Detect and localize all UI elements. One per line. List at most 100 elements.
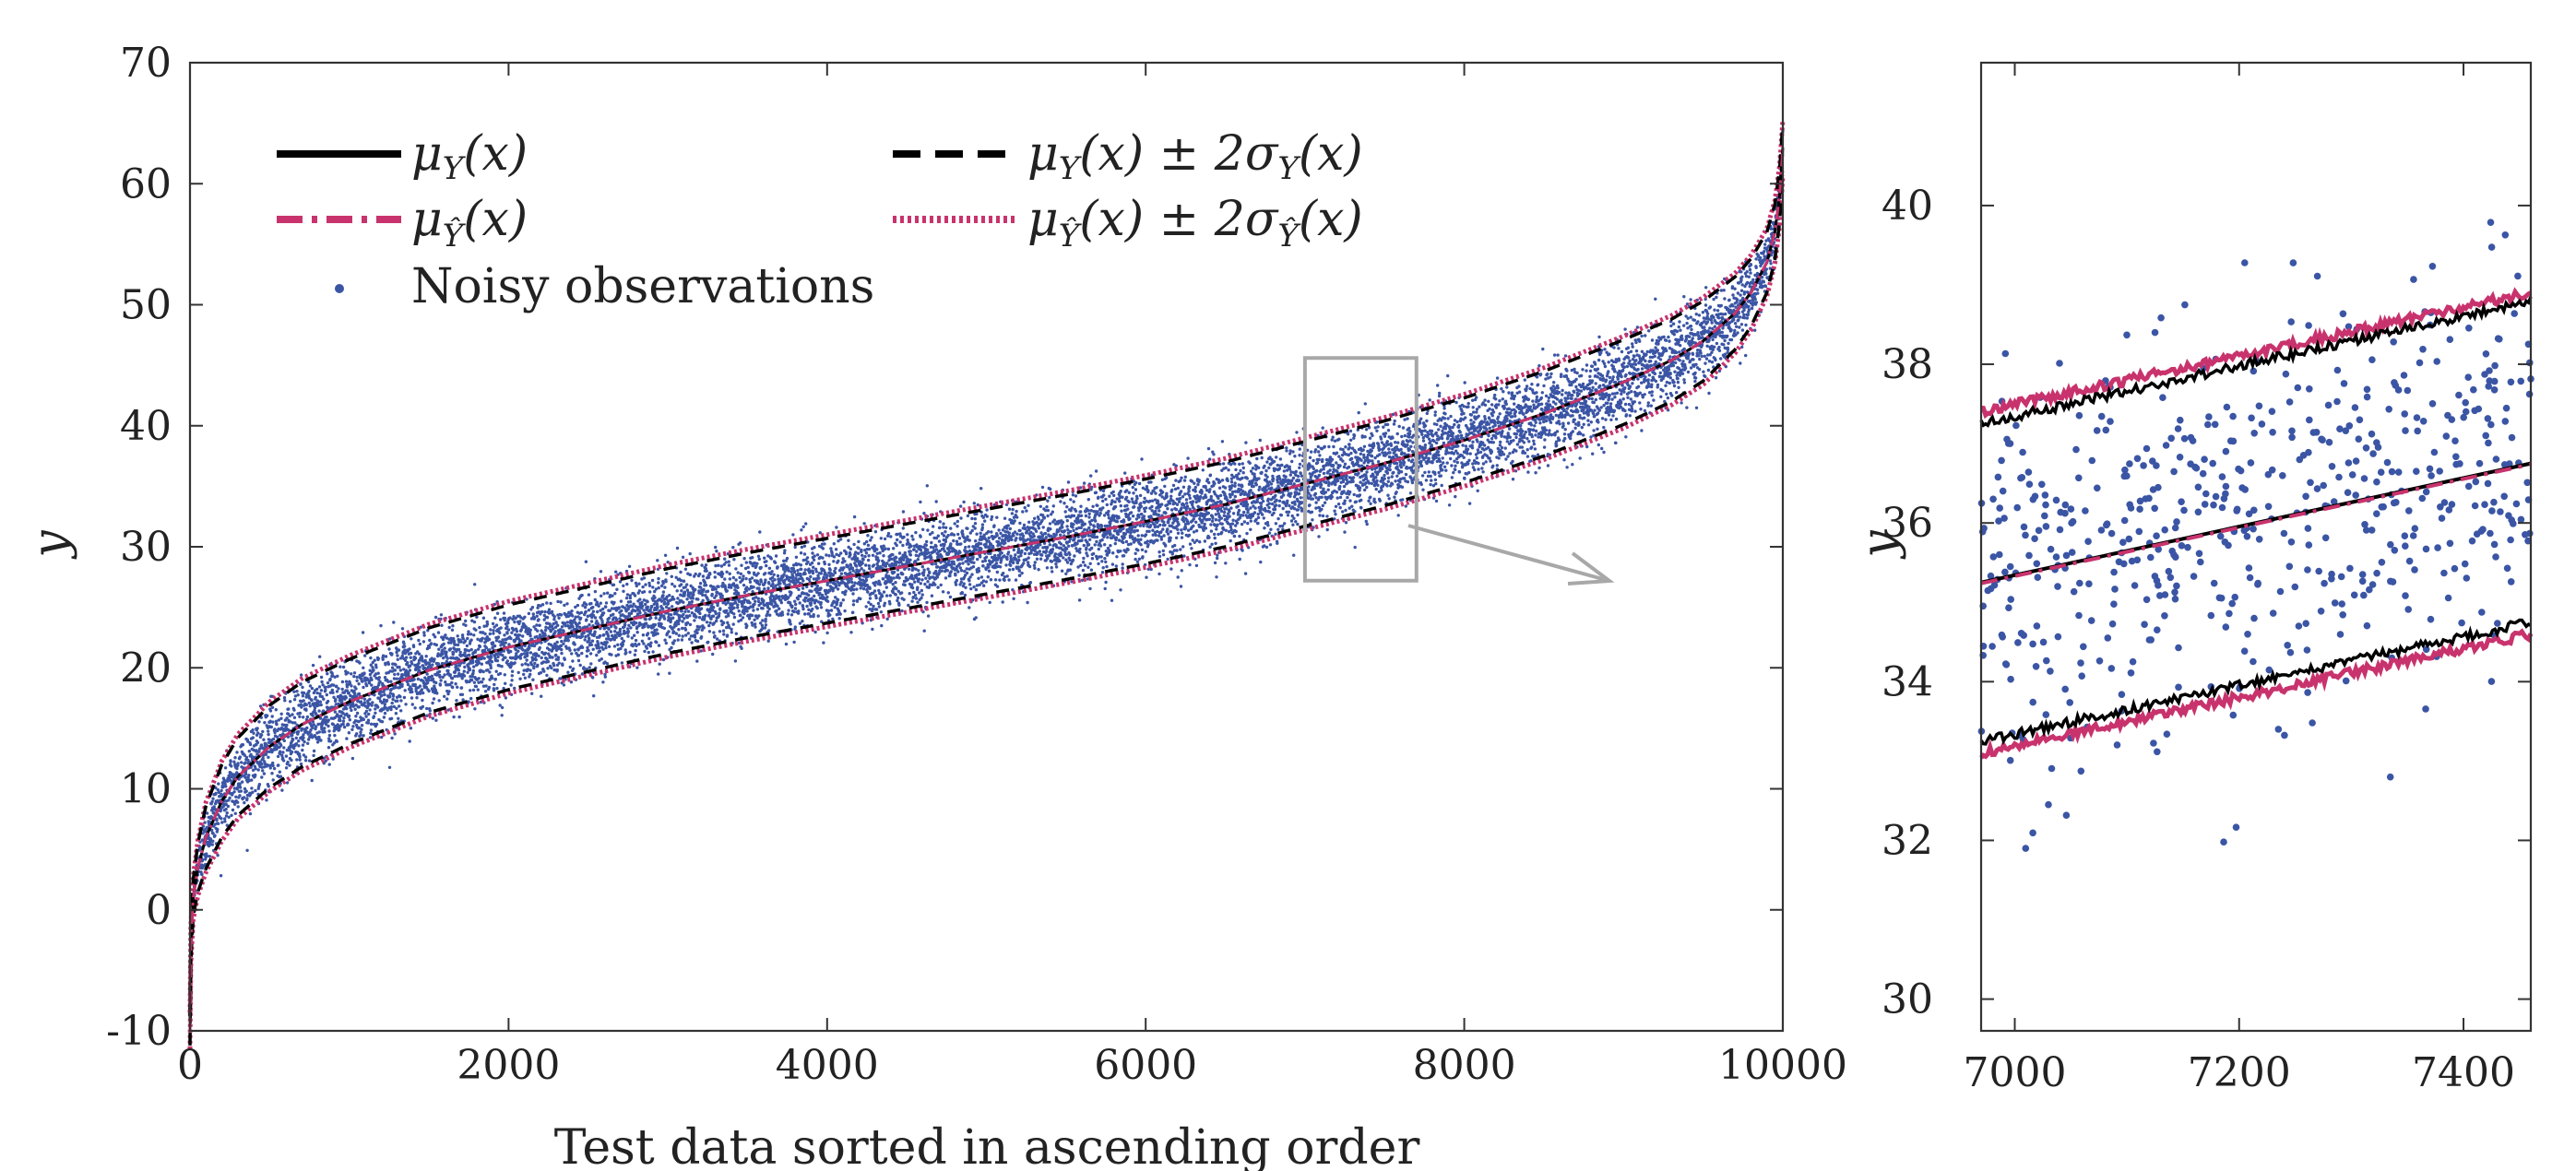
observation-point <box>891 582 895 586</box>
observation-point <box>495 658 500 663</box>
observation-point <box>864 578 869 582</box>
observation-point <box>399 699 403 703</box>
observation-point <box>674 632 678 635</box>
observation-point <box>686 609 691 613</box>
observation-point <box>268 719 272 723</box>
observation-point <box>254 767 257 771</box>
observation-point <box>427 679 431 682</box>
observation-point <box>916 600 920 604</box>
observation-point <box>211 810 216 814</box>
observation-point <box>615 587 619 591</box>
observation-point <box>372 715 376 718</box>
observation-point <box>862 522 866 526</box>
observation-point <box>718 611 721 615</box>
observation-point <box>481 669 485 674</box>
observation-point <box>680 583 683 586</box>
observation-point <box>977 576 980 580</box>
observation-point <box>265 798 268 802</box>
observation-point <box>710 592 714 597</box>
observation-point <box>287 707 291 711</box>
observation-point <box>271 778 275 782</box>
observation-point <box>776 574 780 578</box>
observation-point <box>828 613 832 617</box>
observation-point <box>967 562 970 566</box>
observation-point <box>496 655 500 659</box>
observation-point <box>445 650 448 654</box>
observation-point <box>969 586 973 591</box>
observation-point <box>456 643 460 647</box>
observation-point <box>302 736 305 739</box>
observation-point <box>504 696 508 700</box>
observation-point <box>895 543 898 548</box>
observation-point <box>352 674 356 679</box>
observation-point <box>642 576 647 580</box>
observation-point <box>271 761 275 765</box>
observation-point <box>528 668 532 672</box>
observation-point <box>944 526 948 529</box>
observation-point <box>233 811 237 815</box>
observation-point <box>565 621 570 624</box>
observation-point <box>619 633 623 636</box>
observation-point <box>472 620 477 624</box>
observation-point <box>598 633 602 638</box>
observation-point <box>699 635 704 639</box>
observation-point <box>347 723 350 727</box>
observation-point <box>438 675 442 679</box>
observation-point <box>783 549 787 552</box>
observation-point <box>267 750 271 753</box>
observation-point <box>789 591 793 595</box>
observation-point <box>851 599 856 603</box>
observation-point <box>302 699 305 703</box>
observation-point <box>983 559 988 562</box>
observation-point <box>656 606 659 609</box>
observation-point <box>277 763 280 767</box>
observation-point <box>604 645 608 650</box>
observation-point <box>418 692 422 695</box>
observation-point <box>973 522 978 526</box>
observation-point <box>697 616 702 620</box>
observation-point <box>773 578 777 582</box>
observation-point <box>474 628 478 632</box>
observation-point <box>248 811 253 816</box>
observation-point <box>425 706 429 711</box>
observation-point <box>224 814 229 818</box>
observation-point <box>903 583 907 587</box>
observation-point <box>894 593 897 597</box>
observation-point <box>305 726 309 730</box>
observation-point <box>874 596 878 600</box>
observation-point <box>654 616 658 620</box>
observation-point <box>298 758 302 762</box>
observation-point <box>720 574 724 579</box>
observation-point <box>855 587 859 591</box>
observation-point <box>528 631 532 635</box>
observation-point <box>389 687 394 692</box>
observation-point <box>243 753 246 757</box>
observation-point <box>434 718 438 722</box>
observation-point <box>583 606 588 609</box>
observation-point <box>945 569 950 573</box>
observation-point <box>800 545 804 550</box>
observation-point <box>503 616 507 621</box>
observation-point <box>386 708 389 712</box>
observation-point <box>694 615 698 619</box>
observation-point <box>437 699 441 703</box>
observation-point <box>831 617 835 621</box>
observation-point <box>556 656 561 659</box>
observation-point <box>437 669 442 674</box>
observation-point <box>552 615 556 619</box>
observation-point <box>274 719 279 723</box>
observation-point <box>288 763 291 767</box>
observation-point <box>291 738 295 741</box>
observation-point <box>801 525 805 528</box>
observation-point <box>669 613 673 617</box>
observation-point <box>736 603 740 607</box>
observation-point <box>679 570 683 574</box>
observation-point <box>884 547 887 550</box>
observation-point <box>267 732 270 737</box>
observation-point <box>389 707 393 712</box>
observation-point <box>231 808 235 812</box>
observation-point <box>803 612 807 616</box>
observation-point <box>601 680 605 684</box>
observation-point <box>313 708 316 713</box>
observation-point <box>526 651 529 655</box>
